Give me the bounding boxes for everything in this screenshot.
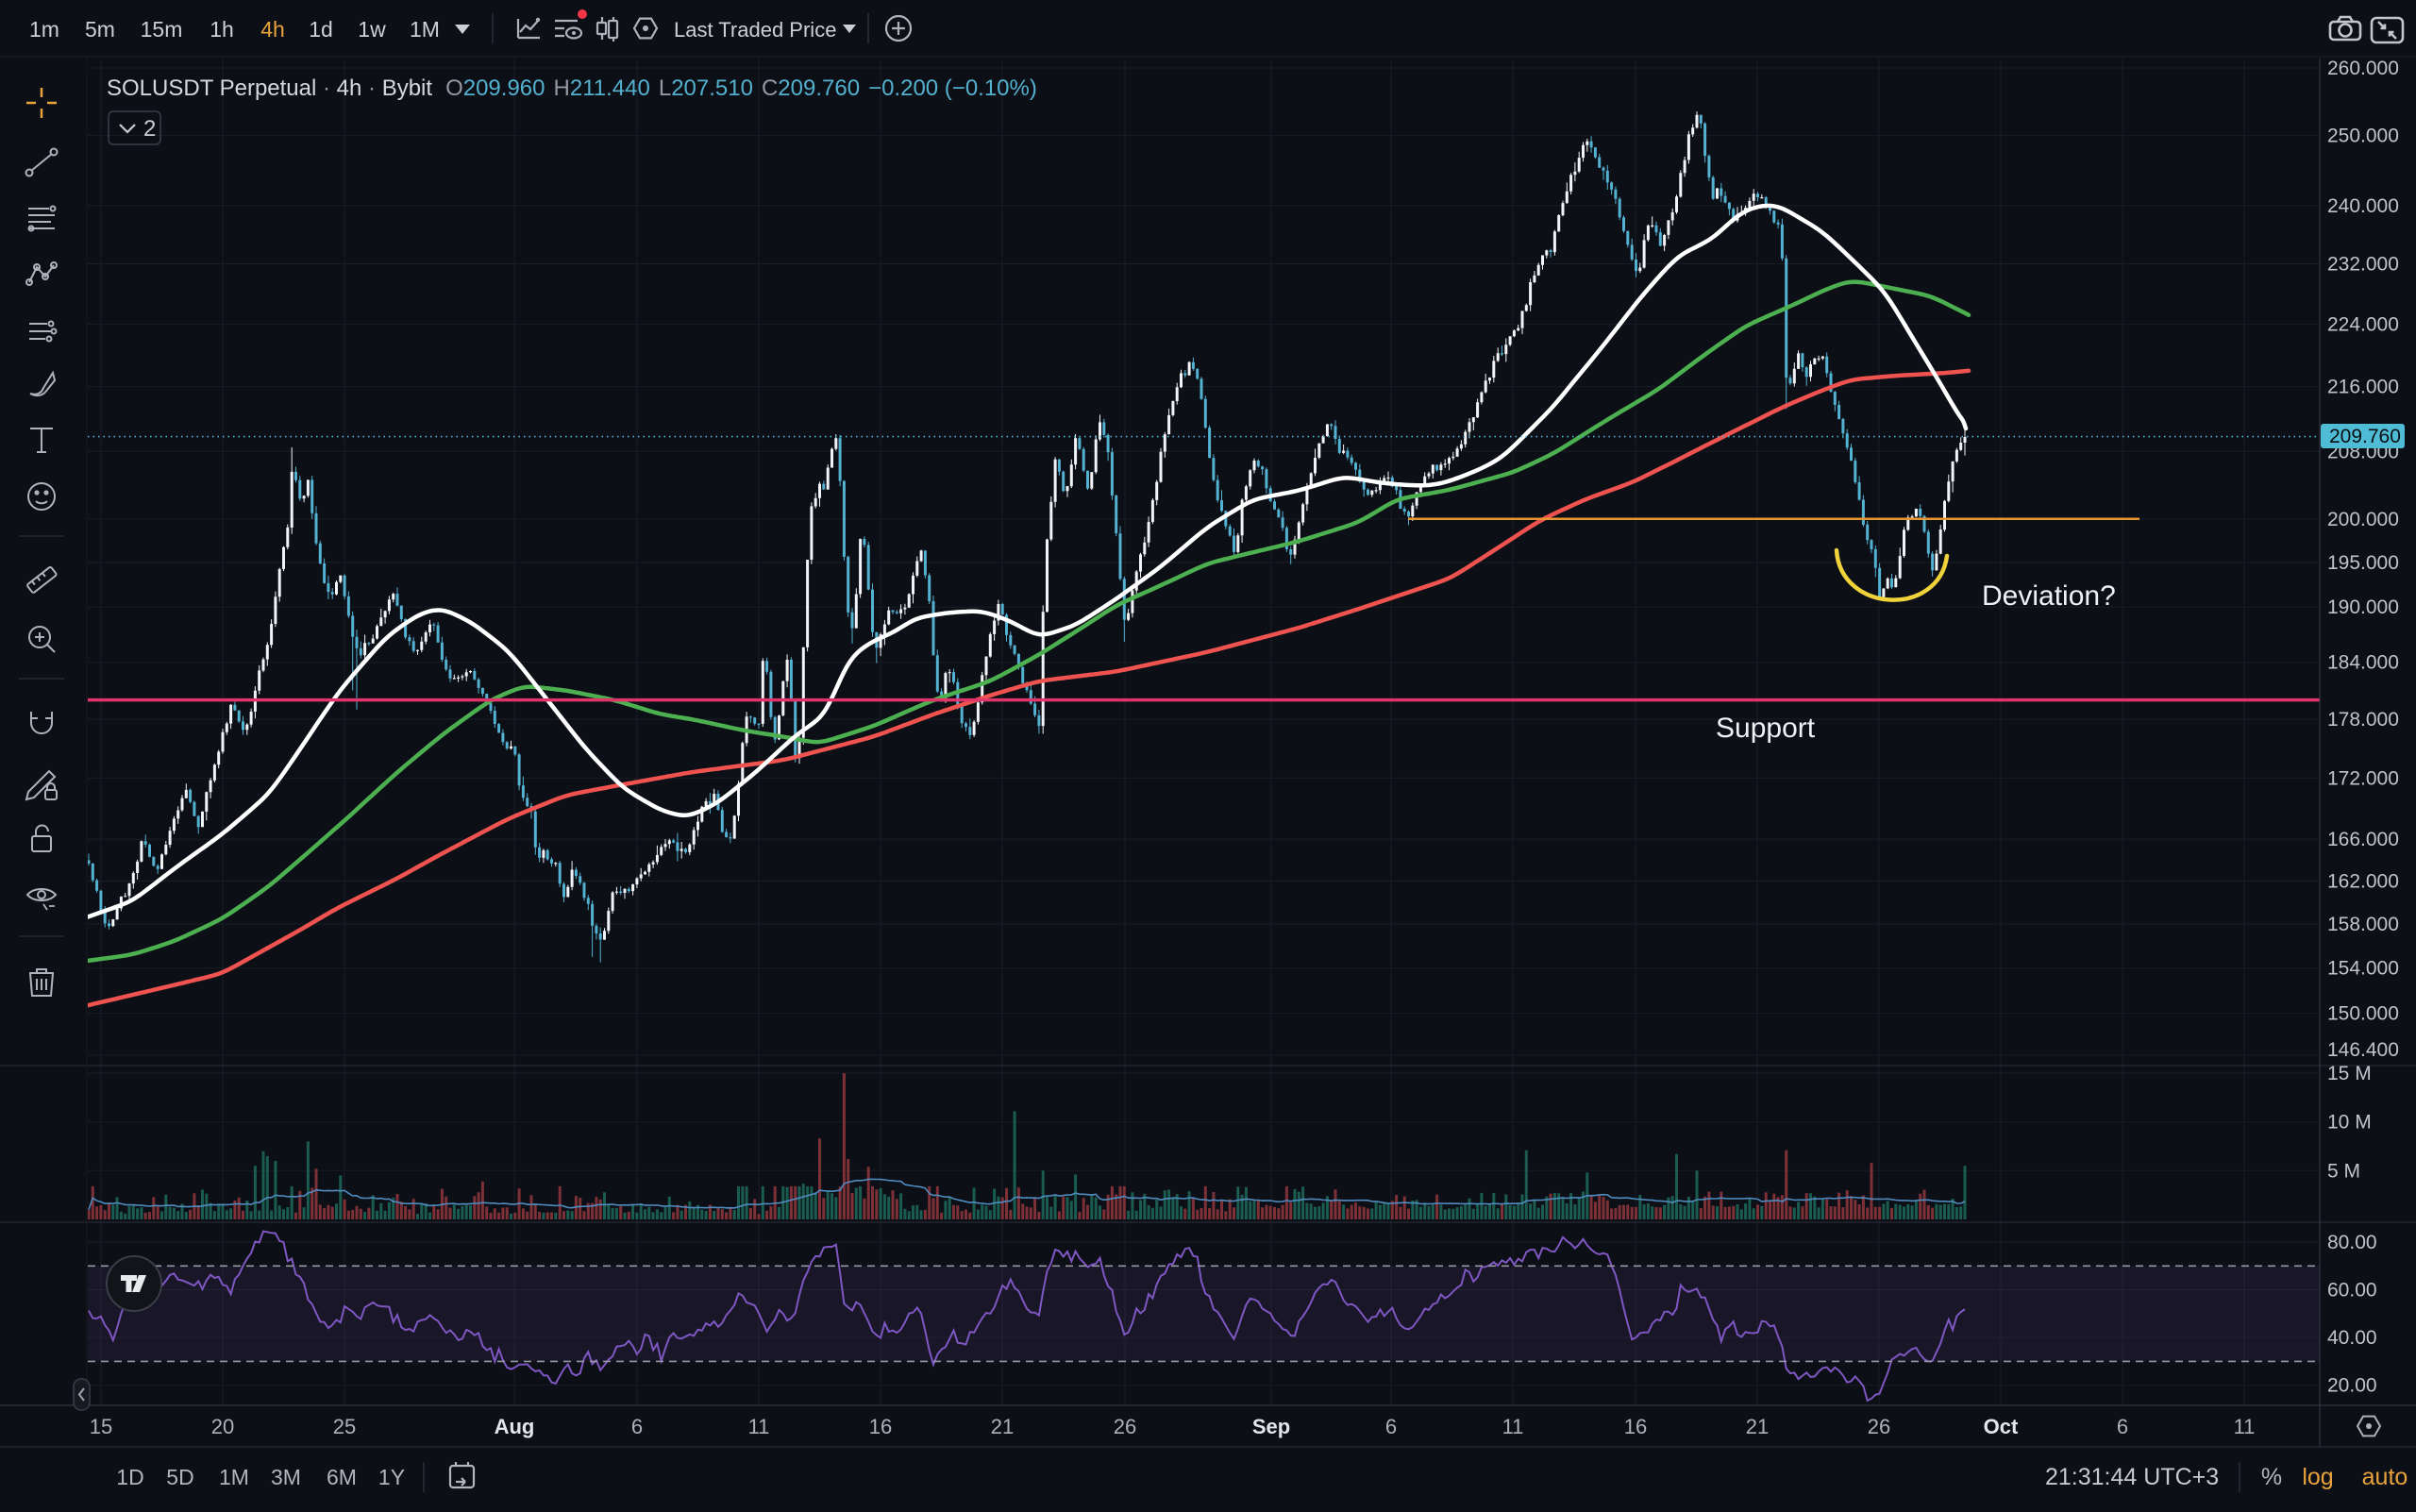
svg-text:1Y: 1Y [378, 1465, 405, 1489]
svg-text:260.000: 260.000 [2327, 58, 2399, 79]
svg-text:4h: 4h [260, 17, 285, 42]
svg-text:178.000: 178.000 [2327, 709, 2399, 731]
svg-text:auto: auto [2362, 1464, 2408, 1490]
svg-text:40.00: 40.00 [2327, 1327, 2377, 1349]
svg-text:166.000: 166.000 [2327, 829, 2399, 850]
svg-text:5D: 5D [166, 1465, 193, 1489]
svg-text:6: 6 [1385, 1415, 1397, 1438]
svg-text:1D: 1D [116, 1465, 143, 1489]
svg-text:200.000: 200.000 [2327, 509, 2399, 530]
svg-text:15: 15 [90, 1415, 112, 1438]
svg-text:Support: Support [1716, 713, 1816, 744]
svg-text:150.000: 150.000 [2327, 1003, 2399, 1025]
svg-text:1M: 1M [219, 1465, 249, 1489]
svg-text:1h: 1h [210, 17, 234, 42]
svg-text:%: % [2261, 1464, 2282, 1490]
svg-text:log: log [2302, 1464, 2333, 1490]
svg-text:6: 6 [2117, 1415, 2128, 1438]
svg-text:80.00: 80.00 [2327, 1232, 2377, 1253]
svg-text:224.000: 224.000 [2327, 313, 2399, 335]
svg-text:5m: 5m [85, 17, 115, 42]
svg-text:154.000: 154.000 [2327, 958, 2399, 980]
svg-text:21:31:44 UTC+3: 21:31:44 UTC+3 [2045, 1464, 2219, 1490]
svg-text:SOLUSDT Perpetual · 4h · Bybit: SOLUSDT Perpetual · 4h · Bybit O209.960 H2… [107, 76, 1037, 101]
svg-text:20: 20 [211, 1415, 234, 1438]
svg-text:16: 16 [869, 1415, 892, 1438]
svg-text:Aug: Aug [495, 1415, 535, 1438]
svg-text:184.000: 184.000 [2327, 652, 2399, 674]
svg-text:Last Traded Price: Last Traded Price [674, 18, 836, 42]
svg-text:2: 2 [143, 116, 156, 142]
svg-text:232.000: 232.000 [2327, 254, 2399, 276]
svg-text:162.000: 162.000 [2327, 871, 2399, 893]
svg-text:15m: 15m [141, 17, 183, 42]
svg-text:26: 26 [1114, 1415, 1136, 1438]
svg-text:6M: 6M [327, 1465, 357, 1489]
svg-text:Sep: Sep [1252, 1415, 1290, 1438]
svg-text:158.000: 158.000 [2327, 914, 2399, 935]
svg-text:1M: 1M [410, 17, 440, 42]
svg-text:6: 6 [631, 1415, 643, 1438]
svg-text:11: 11 [748, 1415, 770, 1438]
svg-text:60.00: 60.00 [2327, 1280, 2377, 1302]
svg-text:26: 26 [1868, 1415, 1890, 1438]
svg-text:16: 16 [1624, 1415, 1647, 1438]
svg-text:5 M: 5 M [2327, 1160, 2360, 1182]
svg-text:10 M: 10 M [2327, 1112, 2372, 1134]
svg-text:11: 11 [2234, 1415, 2256, 1438]
svg-text:Deviation?: Deviation? [1982, 580, 2116, 612]
svg-text:20.00: 20.00 [2327, 1375, 2377, 1397]
svg-text:240.000: 240.000 [2327, 195, 2399, 217]
svg-text:3M: 3M [271, 1465, 301, 1489]
svg-text:172.000: 172.000 [2327, 767, 2399, 789]
svg-text:15 M: 15 M [2327, 1063, 2372, 1084]
svg-text:146.400: 146.400 [2327, 1039, 2399, 1061]
svg-text:11: 11 [1502, 1415, 1524, 1438]
svg-text:25: 25 [333, 1415, 356, 1438]
svg-text:209.760: 209.760 [2329, 426, 2401, 447]
svg-text:190.000: 190.000 [2327, 596, 2399, 618]
svg-text:21: 21 [991, 1415, 1014, 1438]
svg-text:1w: 1w [358, 17, 386, 42]
svg-text:250.000: 250.000 [2327, 125, 2399, 146]
svg-text:21: 21 [1746, 1415, 1769, 1438]
svg-text:216.000: 216.000 [2327, 377, 2399, 398]
svg-text:1m: 1m [29, 17, 59, 42]
svg-text:Oct: Oct [1984, 1415, 2019, 1438]
svg-text:1d: 1d [309, 17, 333, 42]
svg-text:195.000: 195.000 [2327, 552, 2399, 574]
